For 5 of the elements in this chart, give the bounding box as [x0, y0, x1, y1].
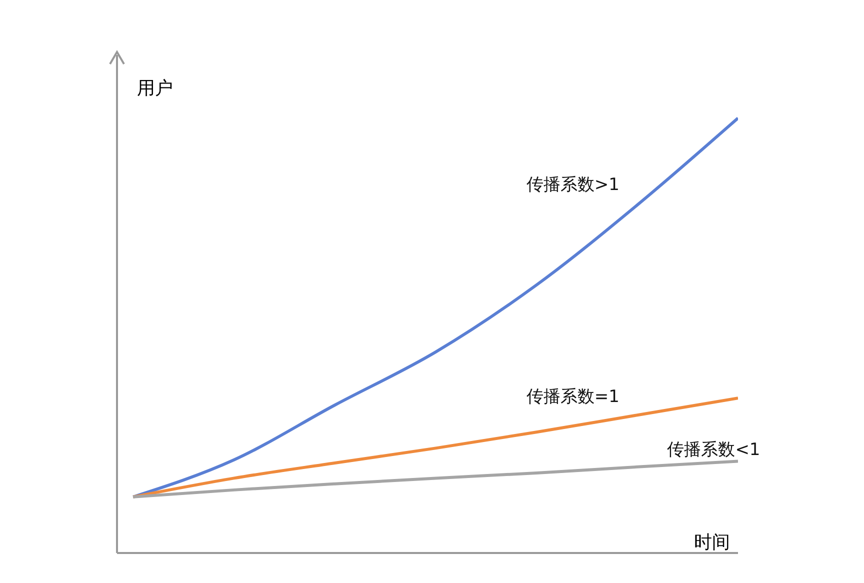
series-label: 传播系数<1	[667, 440, 760, 460]
y-axis-title: 用户	[137, 77, 173, 100]
series-label: 传播系数>1	[526, 175, 620, 196]
x-axis-title: 时间	[694, 531, 730, 554]
series-label: 传播系数=1	[526, 387, 620, 408]
